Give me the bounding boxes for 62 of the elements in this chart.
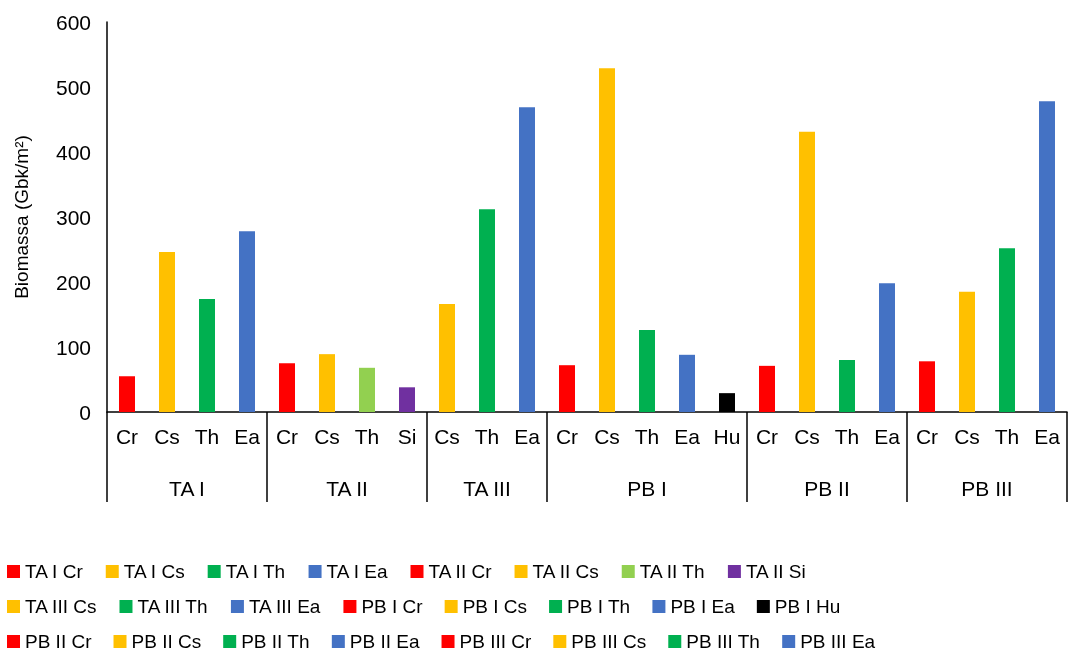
text: TA III [463, 476, 511, 500]
legend-label: PB I Cs [462, 596, 528, 617]
x-tick-label: Th [474, 425, 500, 448]
x-tick-label: Cr [115, 425, 139, 448]
x-tick-label: Th [834, 425, 860, 448]
x-tick-label: Cs [434, 425, 460, 448]
legend-label: PB II Ea [349, 631, 420, 652]
legend-label: PB I Ea [670, 596, 736, 617]
legend-label: TA II Cs [532, 561, 599, 582]
x-tick-label: Cr [555, 425, 579, 448]
legend-label: TA III Cs [25, 596, 97, 617]
legend-label: TA II Cr [428, 561, 493, 582]
text: PB II [804, 476, 850, 500]
y-tick-label: 200 [55, 270, 91, 294]
x-tick-label: Si [397, 425, 417, 448]
x-tick-label: Th [994, 425, 1020, 448]
x-tick-label: Ea [674, 425, 701, 448]
legend-label: PB III Cs [571, 631, 647, 652]
x-tick-label: Cs [314, 425, 340, 448]
text: TA II [326, 476, 368, 500]
y-tick-label: 600 [55, 10, 91, 34]
legend-label: PB III Cr [459, 631, 532, 652]
x-tick-label: Cs [794, 425, 820, 448]
x-tick-label: Th [354, 425, 380, 448]
x-tick-label: Ea [874, 425, 901, 448]
x-tick-label: Th [634, 425, 660, 448]
x-tick-label: Cr [755, 425, 779, 448]
y-tick-label: 300 [55, 205, 91, 229]
legend-label: TA I Cr [25, 561, 84, 582]
x-tick-label: Cr [275, 425, 299, 448]
x-tick-label: Cs [154, 425, 180, 448]
legend-label: TA III Th [137, 596, 208, 617]
legend-label: TA II Si [745, 561, 806, 582]
x-tick-label: Ea [1034, 425, 1061, 448]
legend-label: PB II Th [241, 631, 310, 652]
legend-label: PB I Th [567, 596, 631, 617]
y-tick-label: 500 [55, 75, 91, 99]
x-tick-label: Ea [234, 425, 261, 448]
text: TA I [169, 476, 205, 500]
legend-label: TA II Th [639, 561, 705, 582]
y-tick-label: 100 [55, 335, 91, 359]
legend-label: PB III Ea [800, 631, 876, 652]
text: PB I [627, 476, 667, 500]
legend-label: TA I Th [225, 561, 286, 582]
legend-label: TA III Ea [248, 596, 321, 617]
x-tick-label: Th [194, 425, 220, 448]
x-tick-label: Cs [594, 425, 620, 448]
legend-label: PB II Cs [131, 631, 202, 652]
x-tick-label: Ea [514, 425, 541, 448]
y-tick-label: 400 [55, 140, 91, 164]
legend-label: PB III Th [686, 631, 760, 652]
legend-label: PB II Cr [25, 631, 93, 652]
text: PB III [961, 476, 1013, 500]
legend-label: PB I Hu [774, 596, 841, 617]
legend-label: TA I Ea [326, 561, 388, 582]
legend-label: TA I Cs [123, 561, 185, 582]
x-tick-label: Hu [713, 425, 741, 448]
x-tick-label: Cr [915, 425, 939, 448]
y-axis-title: Biomassa (Gbk/m²) [11, 135, 32, 299]
x-tick-label: Cs [954, 425, 980, 448]
y-tick-label: 0 [79, 400, 91, 424]
legend-label: PB I Cr [361, 596, 424, 617]
